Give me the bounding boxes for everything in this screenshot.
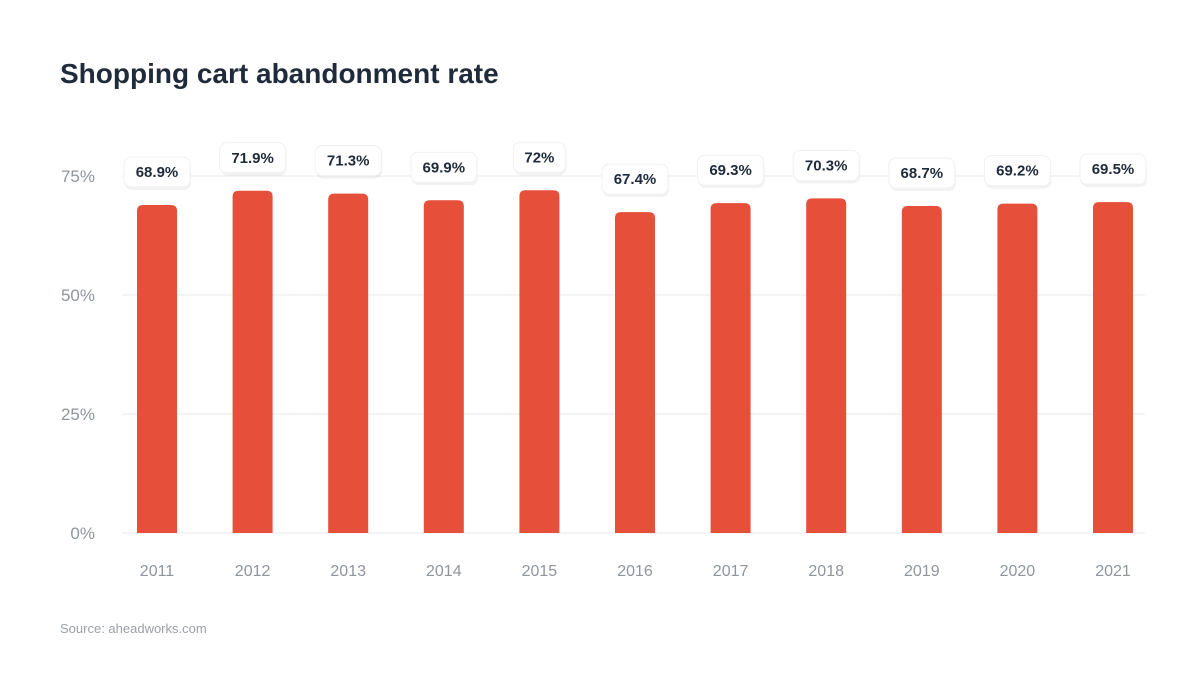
data-label-box bbox=[123, 156, 191, 188]
data-label-text: 69.3% bbox=[709, 162, 752, 179]
data-label: 69.3% bbox=[697, 154, 765, 189]
x-tick-label: 2020 bbox=[1000, 563, 1036, 580]
data-label-text: 71.3% bbox=[327, 153, 370, 170]
x-tick-label: 2019 bbox=[904, 563, 940, 580]
bar bbox=[423, 200, 464, 533]
data-label: 69.5% bbox=[1079, 153, 1147, 188]
data-label-text: 70.3% bbox=[805, 157, 848, 174]
data-label-text: 68.9% bbox=[136, 164, 179, 181]
x-tick-label: 2011 bbox=[140, 563, 175, 580]
data-label: 71.9% bbox=[219, 142, 287, 176]
data-label: 69.2% bbox=[983, 155, 1052, 189]
bar bbox=[1093, 202, 1133, 533]
data-label-text: 71.9% bbox=[231, 150, 274, 167]
data-label: 71.3% bbox=[314, 145, 383, 179]
x-tick-label: 2021 bbox=[1095, 563, 1131, 580]
bar bbox=[519, 190, 560, 533]
bar bbox=[615, 212, 655, 533]
data-label-box bbox=[219, 142, 287, 174]
data-label-box bbox=[512, 141, 566, 173]
bar bbox=[901, 205, 942, 533]
data-label: 67.4% bbox=[601, 163, 669, 198]
x-tick-label: 2015 bbox=[522, 563, 558, 580]
bar bbox=[232, 190, 273, 534]
x-tick-label: 2013 bbox=[330, 563, 366, 580]
data-label-box bbox=[983, 155, 1051, 187]
x-axis: 2011 2012 2013 2014 2015 2016 2017 2018 2019 2020… bbox=[140, 563, 1131, 580]
data-label: 68.9% bbox=[123, 156, 191, 191]
data-label-text: 69.9% bbox=[423, 159, 466, 176]
data-label-box bbox=[601, 163, 669, 195]
data-label-box bbox=[888, 157, 956, 189]
bar bbox=[806, 198, 847, 533]
y-tick-label: 75% bbox=[61, 167, 95, 186]
x-tick-label: 2016 bbox=[617, 563, 653, 580]
bar bbox=[997, 203, 1038, 533]
data-label: 72% bbox=[512, 141, 567, 176]
bar bbox=[710, 203, 751, 533]
data-label: 69.9% bbox=[410, 151, 478, 186]
data-label-box bbox=[410, 151, 478, 183]
source-note: Source: aheadworks.com bbox=[60, 621, 207, 636]
chart-title: Shopping cart abandonment rate bbox=[60, 58, 499, 89]
y-tick-label: 25% bbox=[61, 405, 95, 424]
data-label-box bbox=[1079, 153, 1147, 185]
bar bbox=[328, 193, 369, 533]
y-tick-label: 0% bbox=[70, 524, 95, 543]
data-label: 70.3% bbox=[792, 149, 861, 184]
data-label-text: 69.5% bbox=[1092, 161, 1135, 178]
x-tick-label: 2014 bbox=[426, 563, 462, 580]
data-label-box bbox=[792, 149, 860, 181]
data-label: 68.7% bbox=[888, 157, 956, 191]
bars bbox=[137, 190, 1133, 534]
data-label-text: 67.4% bbox=[614, 171, 657, 188]
x-tick-label: 2017 bbox=[713, 563, 749, 580]
data-label-text: 72% bbox=[524, 149, 554, 166]
y-axis: 0% 25% 50% 75% bbox=[61, 167, 95, 543]
data-label-text: 68.7% bbox=[901, 165, 944, 182]
x-tick-label: 2018 bbox=[808, 563, 844, 580]
data-labels: 68.9% 71.9% 71.3% 69.9% 72% 67.4% 69.3% 70.3% 68… bbox=[123, 141, 1147, 198]
data-label-box bbox=[697, 154, 765, 186]
bar bbox=[137, 205, 177, 533]
y-tick-label: 50% bbox=[61, 286, 95, 305]
data-label-box bbox=[314, 145, 382, 177]
x-tick-label: 2012 bbox=[235, 563, 271, 580]
data-label-text: 69.2% bbox=[996, 163, 1039, 180]
